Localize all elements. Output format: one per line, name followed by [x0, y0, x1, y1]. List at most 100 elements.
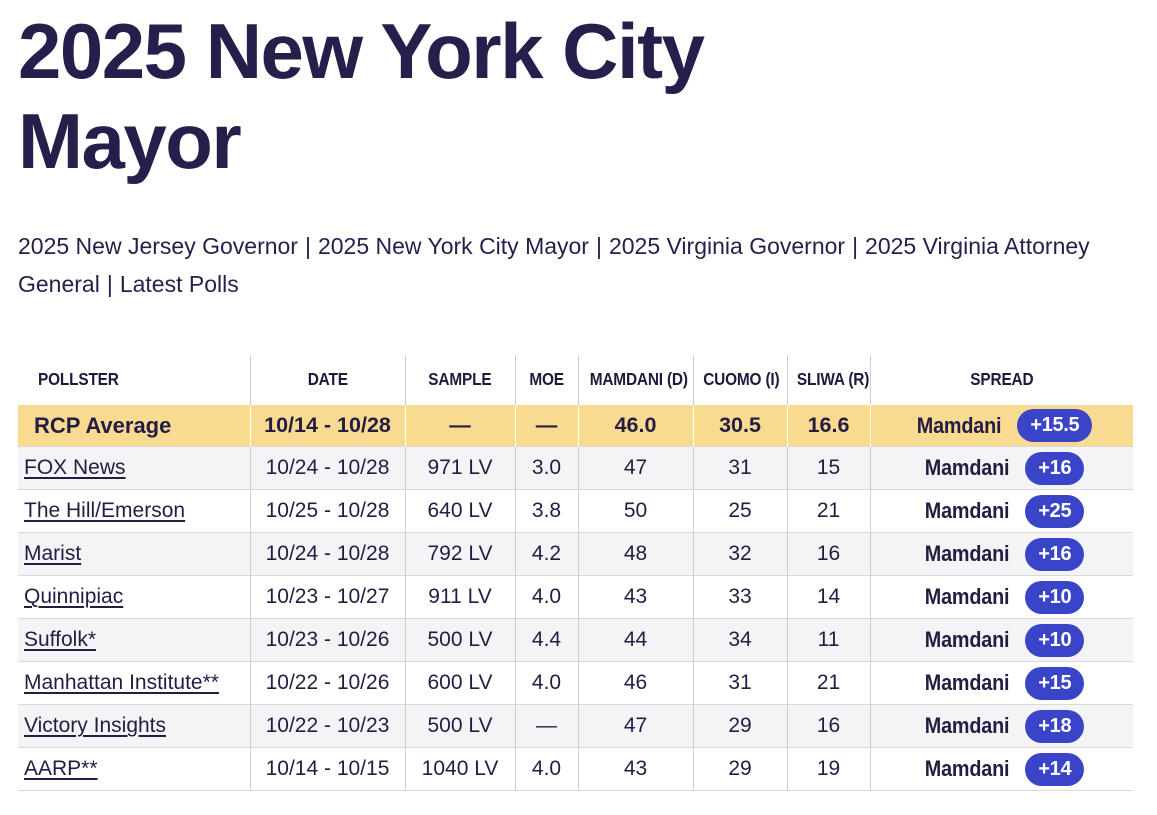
- sliwa-cell: 21: [786, 661, 870, 705]
- pollster-link[interactable]: Suffolk*: [24, 628, 96, 652]
- mamdani-cell: 43: [577, 747, 693, 791]
- page-title: 2025 New York City Mayor: [18, 7, 705, 186]
- sliwa-cell: 14: [786, 575, 870, 619]
- pollster-cell: AARP**: [18, 748, 250, 791]
- table-row: AARP** 10/14 - 10/15 1040 LV 4.0 43 29 1…: [18, 747, 1133, 791]
- table-row: Suffolk* 10/23 - 10/26 500 LV 4.4 44 34 …: [18, 618, 1133, 662]
- nav-separator: |: [304, 232, 311, 259]
- pollster-cell: RCP Average: [34, 412, 172, 438]
- table-row: Victory Insights 10/22 - 10/23 500 LV — …: [18, 704, 1133, 748]
- spread-margin-badge: +14: [1025, 752, 1085, 786]
- date-cell: 10/14 - 10/15: [249, 747, 405, 791]
- cuomo-cell: 33: [692, 575, 787, 619]
- sliwa-cell: 11: [786, 618, 870, 662]
- rcp-average-row: RCP Average 10/14 - 10/28 — — 46.0 30.5 …: [18, 404, 1133, 447]
- pollster-link[interactable]: The Hill/Emerson: [24, 499, 186, 523]
- spread-leader: Mamdani: [924, 584, 1010, 610]
- spread-cell: Mamdani +16: [869, 446, 1133, 490]
- nav-link-nj-governor[interactable]: 2025 New Jersey Governor: [18, 232, 298, 259]
- date-cell: 10/14 - 10/28: [249, 404, 405, 447]
- pollster-link[interactable]: Marist: [24, 542, 82, 566]
- cuomo-cell: 34: [692, 618, 787, 662]
- mamdani-cell: 46.0: [577, 404, 693, 447]
- race-nav: 2025 New Jersey Governor | 2025 New York C…: [18, 227, 1123, 303]
- cuomo-cell: 29: [692, 747, 787, 791]
- date-cell: 10/23 - 10/26: [249, 618, 405, 662]
- cuomo-cell: 31: [692, 661, 787, 705]
- sliwa-cell: 16: [786, 704, 870, 748]
- pollster-link[interactable]: Victory Insights: [24, 714, 167, 738]
- pollster-link[interactable]: AARP**: [24, 757, 98, 781]
- polls-table: POLLSTER DATE SAMPLE MOE MAMDANI (D) CUO…: [18, 354, 1133, 792]
- moe-cell: 4.2: [514, 532, 578, 576]
- sliwa-cell: 19: [786, 747, 870, 791]
- sample-cell: 792 LV: [404, 532, 515, 576]
- pollster-cell: Manhattan Institute**: [18, 662, 250, 705]
- spread-margin-badge: +10: [1025, 580, 1085, 614]
- column-header-sliwa: SLIWA (R): [786, 354, 870, 405]
- mamdani-cell: 44: [577, 618, 693, 662]
- mamdani-cell: 50: [577, 489, 693, 533]
- pollster-cell: Victory Insights: [18, 705, 250, 748]
- moe-cell: —: [514, 404, 578, 447]
- table-row: The Hill/Emerson 10/25 - 10/28 640 LV 3.…: [18, 489, 1133, 533]
- cuomo-cell: 29: [692, 704, 787, 748]
- sliwa-cell: 16.6: [786, 404, 870, 447]
- nav-link-va-attorney-general[interactable]: 2025 Virginia Attorney General: [18, 232, 1090, 297]
- cuomo-cell: 31: [692, 446, 787, 490]
- sliwa-cell: 15: [786, 446, 870, 490]
- nav-link-latest-polls[interactable]: Latest Polls: [119, 270, 239, 297]
- sample-cell: 640 LV: [404, 489, 515, 533]
- spread-cell: Mamdani +16: [869, 532, 1133, 576]
- moe-cell: 4.0: [514, 661, 578, 705]
- spread-leader: Mamdani: [924, 713, 1010, 739]
- spread-margin-badge: +10: [1025, 623, 1085, 657]
- pollster-cell: Quinnipiac: [18, 576, 250, 619]
- sample-cell: 1040 LV: [404, 747, 515, 791]
- spread-cell: Mamdani +10: [869, 618, 1133, 662]
- moe-cell: 3.8: [514, 489, 578, 533]
- column-header-sample: SAMPLE: [404, 354, 515, 405]
- spread-leader: Mamdani: [924, 670, 1010, 696]
- spread-leader: Mamdani: [916, 412, 1002, 438]
- column-header-spread: SPREAD: [869, 354, 1133, 405]
- pollster-cell: Suffolk*: [18, 619, 250, 662]
- table-row: Manhattan Institute** 10/22 - 10/26 600 …: [18, 661, 1133, 705]
- pollster-cell: Marist: [18, 533, 250, 576]
- pollster-link[interactable]: FOX News: [24, 456, 126, 480]
- date-cell: 10/24 - 10/28: [249, 532, 405, 576]
- column-header-date: DATE: [249, 354, 405, 405]
- table-row: Marist 10/24 - 10/28 792 LV 4.2 48 32 16…: [18, 532, 1133, 576]
- pollster-cell: FOX News: [18, 447, 250, 490]
- spread-margin-badge: +15.5: [1017, 409, 1093, 443]
- spread-cell: Mamdani +25: [869, 489, 1133, 533]
- spread-leader: Mamdani: [924, 541, 1010, 567]
- table-header: POLLSTER DATE SAMPLE MOE MAMDANI (D) CUO…: [18, 354, 1133, 405]
- spread-margin-badge: +16: [1025, 537, 1085, 571]
- cuomo-cell: 25: [692, 489, 787, 533]
- sample-cell: 600 LV: [404, 661, 515, 705]
- nav-separator: |: [852, 232, 859, 259]
- pollster-link[interactable]: Manhattan Institute**: [24, 671, 219, 695]
- nav-link-va-governor[interactable]: 2025 Virginia Governor: [608, 232, 846, 259]
- nav-link-nyc-mayor[interactable]: 2025 New York City Mayor: [317, 232, 589, 259]
- spread-cell: Mamdani +15: [869, 661, 1133, 705]
- date-cell: 10/23 - 10/27: [249, 575, 405, 619]
- sliwa-cell: 16: [786, 532, 870, 576]
- spread-margin-badge: +18: [1025, 709, 1085, 743]
- cuomo-cell: 32: [692, 532, 787, 576]
- sample-cell: 500 LV: [404, 704, 515, 748]
- moe-cell: 4.0: [514, 747, 578, 791]
- mamdani-cell: 46: [577, 661, 693, 705]
- sample-cell: 971 LV: [404, 446, 515, 490]
- mamdani-cell: 47: [577, 704, 693, 748]
- sliwa-cell: 21: [786, 489, 870, 533]
- pollster-cell: The Hill/Emerson: [18, 490, 250, 533]
- sample-cell: 911 LV: [404, 575, 515, 619]
- column-header-cuomo: CUOMO (I): [692, 354, 787, 405]
- pollster-link[interactable]: Quinnipiac: [24, 585, 124, 609]
- table-row: Quinnipiac 10/23 - 10/27 911 LV 4.0 43 3…: [18, 575, 1133, 619]
- date-cell: 10/22 - 10/26: [249, 661, 405, 705]
- table-row: FOX News 10/24 - 10/28 971 LV 3.0 47 31 …: [18, 446, 1133, 490]
- date-cell: 10/22 - 10/23: [249, 704, 405, 748]
